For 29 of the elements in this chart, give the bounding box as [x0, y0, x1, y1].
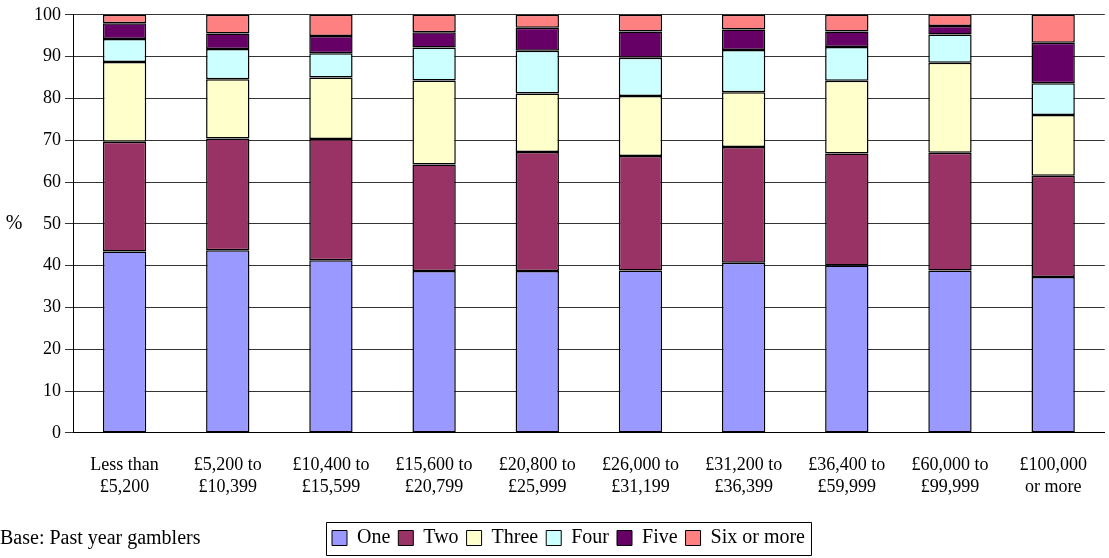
x-tick-label: £20,800 to £25,999 — [498, 454, 576, 496]
text: Base: Past year gamblers — [0, 526, 201, 550]
x-tick-label: £5,200 to £10,399 — [193, 454, 262, 496]
y-tick-label: 20 — [43, 337, 61, 358]
y-tick-label: 80 — [43, 87, 61, 108]
x-tick-label: £31,200 to £36,399 — [705, 454, 783, 496]
y-tick-label: 50 — [43, 212, 61, 233]
legend-label: One — [357, 525, 391, 548]
y-tick-label: 40 — [43, 254, 61, 275]
y-tick-label: 70 — [43, 128, 61, 149]
legend-label: Four — [571, 525, 610, 548]
x-tick-label: £15,600 to £20,799 — [395, 454, 473, 496]
x-tick-label: £100,000 or more — [1019, 454, 1087, 496]
y-tick-label: 60 — [43, 170, 61, 191]
legend-label: Three — [491, 525, 539, 548]
y-tick-label: 10 — [43, 379, 61, 400]
y-tick-label: 0 — [52, 421, 61, 442]
x-tick-label: £10,400 to £15,599 — [292, 454, 370, 496]
y-tick-label: 30 — [43, 296, 61, 317]
legend-label: Six or more — [710, 525, 806, 548]
x-tick-label: £36,400 to £59,999 — [808, 454, 886, 496]
x-tick-label: £60,000 to £99,999 — [911, 454, 989, 496]
x-tick-label: Less than £5,200 — [90, 454, 159, 496]
y-tick-label: 90 — [43, 45, 61, 66]
y-tick-label: 100 — [34, 3, 61, 24]
legend-label: Two — [423, 525, 459, 548]
x-tick-label: £26,000 to £31,199 — [601, 454, 679, 496]
y-axis-title: % — [5, 211, 23, 234]
legend-label: Five — [642, 525, 678, 548]
